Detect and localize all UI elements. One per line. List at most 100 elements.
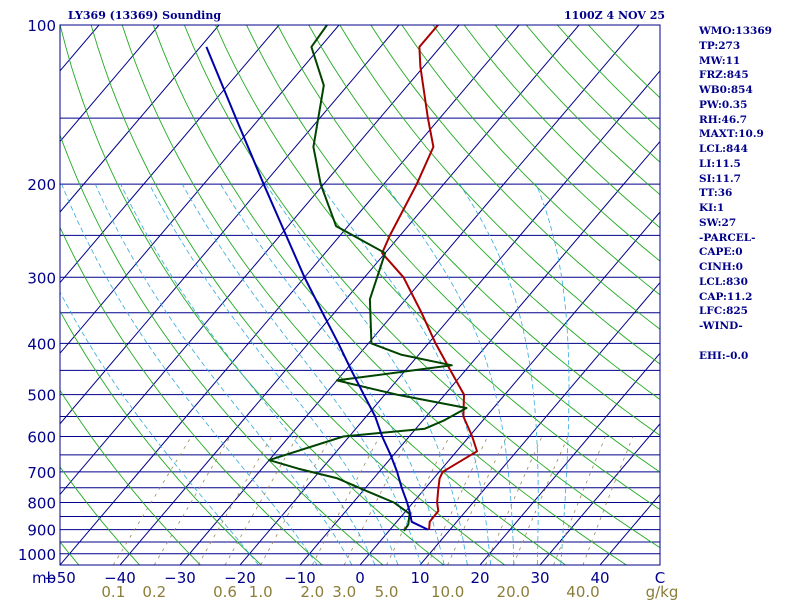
pressure-tick-label: 700 <box>27 464 56 482</box>
mixing-ratio-tick-label: 40.0 <box>566 583 599 600</box>
moist-adiabat-line <box>94 184 353 565</box>
dry-adiabat-line <box>152 25 627 565</box>
stat-ki: KI:1 <box>699 202 725 214</box>
dry-adiabat-line <box>246 25 660 473</box>
mixing-ratio-tick-label: 0.2 <box>142 583 166 600</box>
mixing-ratio-line <box>582 436 634 565</box>
moist-adiabat-line <box>535 184 570 565</box>
isotherm-line <box>179 25 640 565</box>
pressure-tick-label: 500 <box>27 387 56 405</box>
dry-adiabat-line <box>401 25 660 296</box>
mixing-ratio-line <box>343 436 410 565</box>
mixing-ratio-tick-label: 3.0 <box>332 583 356 600</box>
dry-adiabat-line <box>183 25 660 549</box>
dry-adiabat-line <box>60 25 445 565</box>
temperature-tick-label: 0 <box>355 569 365 587</box>
stat-cape: CAPE:0 <box>699 246 743 259</box>
isotherm-line <box>60 25 220 213</box>
plot-frame <box>59 24 661 566</box>
observation-time: 1100Z 4 NOV 25 <box>564 9 666 22</box>
isotherm-line <box>60 25 400 425</box>
isotherm-line <box>60 25 520 565</box>
isotherm-line <box>239 70 660 565</box>
mixing-ratio-line <box>553 436 606 565</box>
stat-parcel-lcl: LCL:830 <box>699 275 748 288</box>
temperature-unit-label: C <box>655 569 665 587</box>
pressure-tick-label: 600 <box>27 428 56 446</box>
stat-maxt: MAXT:10.9 <box>699 128 764 141</box>
temperature-line <box>381 25 478 530</box>
temperature-tick-label: 20 <box>470 569 489 587</box>
moist-adiabats <box>60 183 570 565</box>
stat-wb0: WB0:854 <box>699 84 753 96</box>
isotherm-line <box>60 25 460 496</box>
stat-lcl: LCL:844 <box>699 143 748 155</box>
mixing-ratio-line <box>512 436 569 565</box>
stat-mw: MW:11 <box>699 54 741 67</box>
pressure-tick-label: 800 <box>27 495 56 513</box>
temperature-tick-label: −10 <box>284 569 316 587</box>
dry-adiabat-line <box>60 133 384 565</box>
mixing-ratio-lines <box>112 436 634 565</box>
mixing-ratio-tick-label: 20.0 <box>497 583 530 600</box>
dry-adiabats <box>60 25 660 565</box>
dry-adiabat-line <box>277 25 660 436</box>
moist-adiabat-line <box>459 183 539 565</box>
isotherm-line <box>419 281 660 565</box>
mixing-ratio-tick-label: 5.0 <box>375 583 399 600</box>
mixing-ratio-tick-label: 1.0 <box>249 583 273 600</box>
isotherm-line <box>60 25 340 355</box>
stats-panel: WMO:13369 TP:273 MW:11 FRZ:845 WB0:854 P… <box>699 24 772 363</box>
dewpoint-line <box>268 25 468 532</box>
mixing-ratio-line <box>311 436 380 565</box>
dry-adiabat-line <box>432 25 660 262</box>
stat-wmo: WMO:13369 <box>699 25 772 37</box>
moist-adiabat-line <box>149 184 399 565</box>
pressure-tick-label: 200 <box>27 176 56 194</box>
moist-adiabat-line <box>319 183 491 565</box>
moist-adiabat-line <box>265 183 468 565</box>
stat-tp: TP:273 <box>699 39 741 52</box>
pressure-tick-label: 100 <box>27 17 56 35</box>
moist-adiabat-line <box>220 183 445 565</box>
mixing-ratio-line <box>386 436 450 565</box>
mixing-ratio-unit-label: g/kg <box>646 583 679 600</box>
stat-tt: TT:36 <box>699 187 733 200</box>
dry-adiabat-line <box>60 310 262 565</box>
section-parcel: -PARCEL- <box>699 231 756 244</box>
mixing-ratio-tick-label: 10.0 <box>431 583 464 600</box>
temperature-tick-label: −30 <box>164 569 196 587</box>
mixing-ratio-line <box>427 436 489 565</box>
dry-adiabat-line <box>60 466 140 565</box>
dry-adiabat-line <box>308 25 660 400</box>
isotherm-line <box>479 352 660 565</box>
temperature-tick-label: −50 <box>44 569 76 587</box>
stat-rh: RH:46.7 <box>699 113 748 126</box>
isotherm-line <box>60 25 280 284</box>
dry-adiabat-line <box>370 25 660 330</box>
mixing-ratio-line <box>112 436 192 565</box>
pressure-tick-label: 900 <box>27 522 56 540</box>
stat-frz: FRZ:845 <box>699 69 749 82</box>
stat-cap: CAP:11.2 <box>699 290 753 303</box>
parcel-line <box>205 46 429 531</box>
temperature-tick-label: 10 <box>410 569 429 587</box>
temperature-tick-label: −40 <box>104 569 136 587</box>
moist-adiabat-line <box>61 184 318 565</box>
pressure-tick-label: 300 <box>27 269 56 287</box>
mixing-ratio-tick-label: 2.0 <box>300 583 324 600</box>
pressure-tick-label: 1000 <box>18 546 56 564</box>
mixing-ratio-line <box>153 436 231 565</box>
sounding-profiles <box>205 25 478 532</box>
temperature-tick-label: −20 <box>224 569 256 587</box>
dry-adiabat-line <box>60 389 201 565</box>
section-wind: -WIND- <box>699 320 743 332</box>
isotherm-line <box>539 423 660 565</box>
stat-lfc: LFC:825 <box>699 305 748 318</box>
moist-adiabat-line <box>384 183 515 565</box>
stat-cinh: CINH:0 <box>699 261 743 273</box>
stat-si: SI:11.7 <box>699 172 741 185</box>
